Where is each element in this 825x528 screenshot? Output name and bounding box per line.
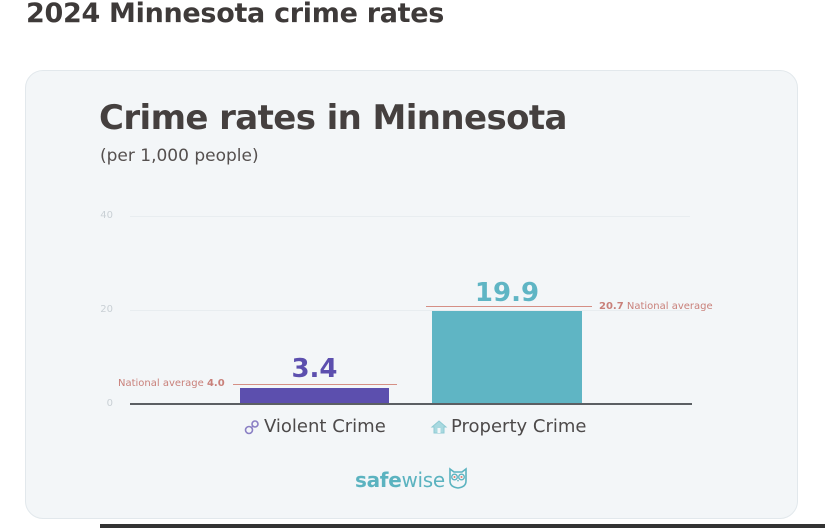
page-title: 2024 Minnesota crime rates (26, 0, 445, 29)
bar-violent-crime (240, 388, 389, 404)
y-tick-0: 0 (106, 398, 113, 409)
gridline-40 (130, 216, 690, 217)
national-average-label-violent: National average 4.0 (118, 378, 225, 389)
category-label-property-text: Property Crime (451, 416, 587, 437)
chart-subtitle: (per 1,000 people) (100, 146, 259, 166)
bottom-edge-bar (100, 524, 825, 528)
value-label-violent: 3.4 (291, 354, 338, 384)
chart-card (25, 70, 798, 519)
category-label-violent: Violent Crime (243, 416, 386, 437)
national-average-line-property (426, 306, 592, 307)
logo-text: safewise (355, 468, 445, 492)
category-label-property: Property Crime (430, 416, 586, 437)
national-average-label-property: 20.7 National average (599, 301, 713, 312)
gridline-20 (130, 310, 690, 311)
safewise-logo: safewise (355, 467, 468, 493)
y-tick-40: 40 (100, 210, 113, 221)
house-icon (430, 418, 448, 436)
owl-icon (448, 467, 468, 493)
x-axis-baseline (130, 403, 692, 405)
bar-property-crime (432, 311, 582, 404)
y-tick-20: 20 (100, 304, 113, 315)
chart-title: Crime rates in Minnesota (99, 98, 567, 138)
national-average-line-violent (233, 384, 397, 385)
category-label-violent-text: Violent Crime (264, 416, 386, 437)
handcuffs-icon (243, 418, 261, 436)
value-label-property: 19.9 (474, 278, 540, 308)
